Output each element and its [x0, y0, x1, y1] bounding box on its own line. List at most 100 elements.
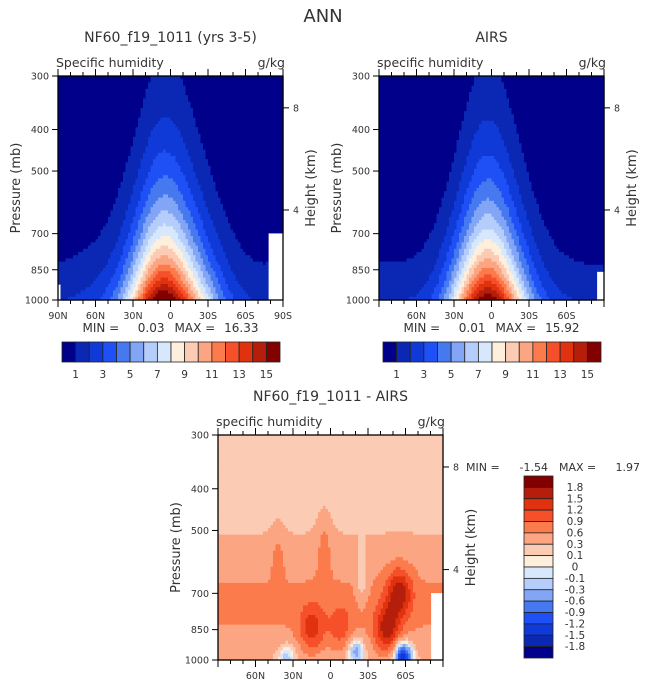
field-cell: [63, 220, 67, 224]
field-cell: [123, 95, 127, 99]
field-cell: [125, 248, 129, 253]
field-cell: [93, 143, 97, 147]
field-cell: [65, 194, 69, 199]
field-cell: [90, 111, 94, 115]
field-cell: [78, 213, 82, 218]
field-cell: [83, 239, 87, 243]
field-cell: [123, 293, 127, 298]
field-cell: [75, 210, 79, 215]
field-cell: [130, 239, 134, 243]
field-cell: [123, 290, 127, 295]
field-cell: [133, 76, 137, 80]
field-cell: [90, 210, 94, 215]
field-cell: [128, 242, 132, 247]
field-cell: [85, 156, 89, 160]
field-cell: [128, 111, 132, 115]
field-cell: [75, 165, 79, 170]
field-cell: [73, 108, 77, 112]
field-cell: [125, 95, 129, 99]
field-cell: [115, 159, 119, 163]
field-cell: [113, 236, 117, 240]
field-cell: [63, 210, 67, 215]
field-cell: [125, 290, 129, 295]
field-cell: [58, 159, 62, 163]
field-cell: [133, 124, 137, 128]
field-cell: [60, 264, 64, 269]
field-cell: [125, 172, 129, 176]
field-cell: [115, 162, 119, 167]
field-cell: [78, 255, 82, 259]
field-cell: [85, 280, 89, 285]
field-cell: [133, 101, 137, 106]
field-cell: [103, 252, 107, 256]
field-cell: [83, 88, 87, 93]
field-cell: [73, 200, 77, 205]
field-cell: [100, 239, 104, 243]
field-cell: [63, 162, 67, 167]
field-cell: [60, 258, 64, 263]
field-cell: [118, 178, 122, 183]
field-cell: [93, 76, 97, 80]
field-cell: [128, 207, 132, 211]
field-cell: [110, 88, 114, 93]
field-cell: [68, 101, 72, 106]
field-cell: [108, 248, 112, 253]
field-cell: [78, 175, 82, 179]
field-cell: [90, 104, 94, 109]
field-cell: [113, 88, 117, 93]
field-cell: [118, 108, 122, 112]
field-cell: [113, 258, 117, 263]
field-cell: [80, 261, 84, 266]
field-cell: [93, 165, 97, 170]
field-cell: [80, 210, 84, 215]
field-cell: [98, 184, 102, 189]
field-cell: [83, 197, 87, 202]
field-cell: [98, 85, 102, 90]
field-cell: [98, 216, 102, 221]
field-cell: [130, 120, 134, 125]
field-cell: [115, 108, 119, 112]
field-cell: [68, 85, 72, 90]
field-cell: [88, 162, 92, 167]
field-cell: [120, 172, 124, 176]
field-cell: [113, 239, 117, 243]
field-cell: [105, 136, 109, 141]
field-cell: [95, 178, 99, 183]
field-cell: [88, 258, 92, 263]
field-cell: [128, 188, 132, 192]
field-cell: [100, 280, 104, 285]
field-cell: [120, 268, 124, 272]
field-cell: [123, 232, 127, 237]
field-cell: [115, 264, 119, 269]
field-cell: [68, 88, 72, 93]
field-cell: [75, 114, 79, 119]
field-cell: [68, 149, 72, 154]
field-cell: [108, 242, 112, 247]
field-cell: [93, 252, 97, 256]
field-cell: [113, 207, 117, 211]
field-cell: [60, 268, 64, 272]
field-cell: [95, 236, 99, 240]
field-cell: [75, 232, 79, 237]
field-cell: [100, 156, 104, 160]
field-cell: [85, 287, 89, 291]
field-cell: [100, 264, 104, 269]
field-cell: [88, 108, 92, 112]
field-cell: [78, 95, 82, 99]
field-cell: [85, 165, 89, 170]
field-cell: [73, 88, 77, 93]
field-cell: [88, 104, 92, 109]
field-cell: [123, 159, 127, 163]
field-cell: [120, 207, 124, 211]
field-cell: [75, 120, 79, 125]
field-cell: [90, 127, 94, 131]
field-cell: [105, 280, 109, 285]
field-cell: [75, 124, 79, 128]
field-cell: [78, 127, 82, 131]
field-cell: [115, 204, 119, 208]
field-cell: [65, 268, 69, 272]
field-cell: [118, 143, 122, 147]
field-cell: [88, 175, 92, 179]
field-cell: [110, 92, 114, 96]
field-cell: [65, 248, 69, 253]
